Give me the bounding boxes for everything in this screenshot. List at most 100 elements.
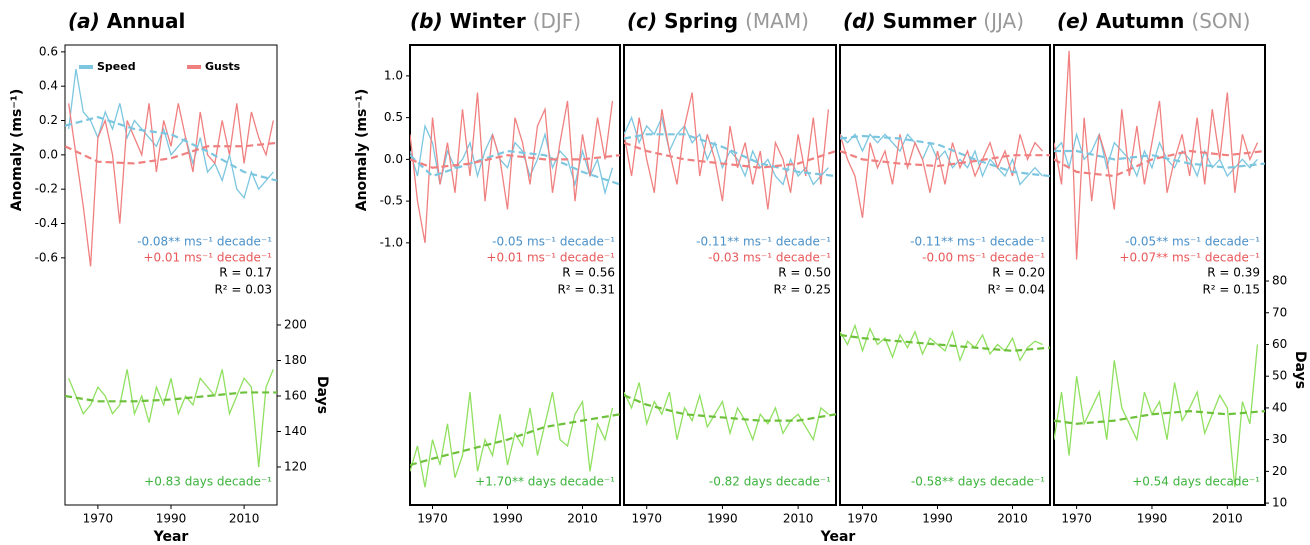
annotation: R = 0.17: [219, 266, 272, 280]
trend-line: [1054, 149, 1265, 169]
panel-title: (a) Annual: [68, 9, 185, 33]
data-line: [410, 92, 614, 243]
annotation: +1.70** days decade⁻¹: [475, 475, 615, 489]
plot-area: [65, 68, 277, 468]
space: [738, 9, 745, 33]
title-subtitle: (DJF): [533, 9, 581, 33]
annotation: R² = 0.31: [557, 283, 615, 297]
legend-label: Gusts: [205, 60, 241, 73]
annotation: R² = 0.25: [773, 283, 831, 297]
data-line: [1054, 344, 1259, 488]
panel-frame: [1053, 44, 1266, 506]
title-subtitle: (SON): [1191, 9, 1250, 33]
x-tick-label: 1970: [631, 512, 662, 526]
x-tick-label: 1970: [417, 512, 448, 526]
x-tick-label: 2010: [783, 512, 814, 526]
x-tick-label: 1990: [707, 512, 738, 526]
x-tick-label: 1990: [156, 512, 187, 526]
annotation: -0.58** days decade⁻¹: [911, 475, 1045, 489]
annotation: -0.08** ms⁻¹ decade⁻¹: [137, 235, 272, 249]
y-axis-label: Anomaly (ms⁻¹): [9, 89, 25, 212]
annotation: R² = 0.15: [1202, 283, 1260, 297]
panel-frame: [839, 44, 1051, 506]
title-title: Annual: [107, 9, 186, 33]
data-line: [1054, 50, 1259, 260]
panel-frame: [409, 44, 621, 506]
y2-tick-label: 70: [1272, 305, 1287, 319]
panel-title: (e) Autumn (SON): [1057, 9, 1250, 33]
y-tick-label: 0.0: [384, 152, 403, 166]
panel-title: (b) Winter (DJF): [410, 9, 581, 33]
annotation: R = 0.20: [992, 266, 1045, 280]
annotation: -0.11** ms⁻¹ decade⁻¹: [910, 235, 1045, 249]
panel-frame: [623, 44, 837, 506]
y-axis-label: Anomaly (ms⁻¹): [354, 89, 370, 212]
title-title: Autumn: [1096, 9, 1185, 33]
title-label: (d): [843, 9, 876, 33]
annotation: -0.82 days decade⁻¹: [709, 475, 831, 489]
legend-label: Speed: [97, 60, 136, 73]
trend-line: [1054, 149, 1265, 178]
trend-line: [410, 154, 620, 169]
annotation: -0.05 ms⁻¹ decade⁻¹: [492, 235, 615, 249]
title-subtitle: (MAM): [745, 9, 809, 33]
data-line: [68, 369, 274, 468]
y-tick-label: -0.5: [380, 194, 403, 208]
space: [976, 9, 983, 33]
y-tick-label: 0.5: [384, 110, 403, 124]
y-tick-label: 0.6: [39, 44, 58, 58]
x-tick-label: 2010: [229, 512, 260, 526]
x-tick-label: 1970: [83, 512, 114, 526]
trend-line: [410, 413, 620, 467]
data-line: [68, 68, 274, 200]
y2-tick-label: 80: [1272, 274, 1287, 288]
trend-line: [840, 333, 1050, 352]
annotation: -0.03 ms⁻¹ decade⁻¹: [708, 251, 831, 265]
trend-line: [410, 149, 620, 186]
annotation: +0.54 days decade⁻¹: [1132, 475, 1260, 489]
y2-tick-label: 160: [284, 388, 307, 402]
trend-line: [65, 391, 277, 403]
plot-area: [410, 92, 620, 488]
y-tick-label: 0.0: [39, 147, 58, 161]
space: [443, 9, 450, 33]
annotation: R = 0.56: [562, 266, 615, 280]
y-tick-label: -0.6: [35, 250, 58, 264]
title-label: (c): [627, 9, 657, 33]
space: [876, 9, 883, 33]
x-tick-label: 2010: [1212, 512, 1243, 526]
y2-tick-label: 10: [1272, 496, 1287, 510]
trend-line: [840, 134, 1050, 178]
title-label: (e): [1057, 9, 1089, 33]
trend-line: [624, 141, 836, 169]
data-line: [68, 103, 274, 267]
annotation: R = 0.39: [1207, 266, 1260, 280]
annotation: -0.11** ms⁻¹ decade⁻¹: [696, 235, 831, 249]
x-axis-label: Year: [820, 529, 856, 545]
y2-tick-label: 50: [1272, 369, 1287, 383]
y-tick-label: 0.4: [39, 79, 58, 93]
trend-line: [65, 141, 277, 165]
annotation: -0.00 ms⁻¹ decade⁻¹: [922, 251, 1045, 265]
data-line: [410, 391, 614, 488]
title-title: Spring: [664, 9, 738, 33]
y-tick-label: -0.4: [35, 216, 58, 230]
x-tick-label: 2010: [997, 512, 1028, 526]
x-tick-label: 2010: [567, 512, 598, 526]
space: [657, 9, 664, 33]
y2-tick-label: 60: [1272, 337, 1287, 351]
space: [100, 9, 107, 33]
space: [526, 9, 533, 33]
annotation: +0.01 ms⁻¹ decade⁻¹: [486, 251, 615, 265]
space: [1184, 9, 1191, 33]
y2-tick-label: 180: [284, 353, 307, 367]
data-line: [840, 323, 1043, 363]
y-tick-label: 0.2: [39, 113, 58, 127]
plot-area: [840, 133, 1050, 363]
trend-line: [1054, 409, 1265, 425]
trend-line: [624, 133, 836, 178]
trend-line: [624, 394, 836, 422]
plot-area: [624, 92, 836, 442]
y2-tick-label: 40: [1272, 400, 1287, 414]
